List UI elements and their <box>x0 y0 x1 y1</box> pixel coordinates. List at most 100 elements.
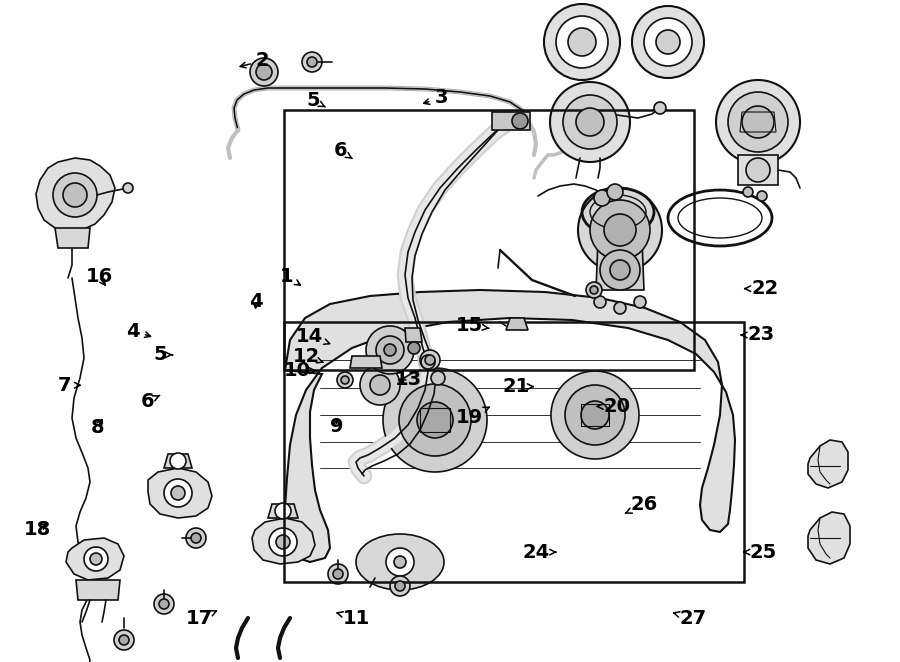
Text: 5: 5 <box>306 91 325 110</box>
Text: 10: 10 <box>284 361 316 380</box>
Circle shape <box>386 548 414 576</box>
Circle shape <box>568 28 596 56</box>
Circle shape <box>333 569 343 579</box>
Text: 4: 4 <box>126 322 150 340</box>
Polygon shape <box>66 538 124 580</box>
Ellipse shape <box>356 534 444 590</box>
Polygon shape <box>596 240 644 290</box>
Circle shape <box>431 371 445 385</box>
Text: 23: 23 <box>742 326 775 344</box>
Circle shape <box>256 64 272 80</box>
Circle shape <box>159 599 169 609</box>
Polygon shape <box>808 512 850 564</box>
Circle shape <box>275 503 291 519</box>
Circle shape <box>742 106 774 138</box>
Circle shape <box>164 479 192 507</box>
Circle shape <box>512 113 528 129</box>
Circle shape <box>610 260 630 280</box>
Polygon shape <box>252 518 315 564</box>
Text: 16: 16 <box>86 267 112 286</box>
Text: 6: 6 <box>333 142 352 160</box>
Text: 17: 17 <box>186 609 217 628</box>
Circle shape <box>757 191 767 201</box>
Circle shape <box>53 173 97 217</box>
Circle shape <box>170 453 186 469</box>
Text: 7: 7 <box>58 376 80 395</box>
Circle shape <box>590 286 598 294</box>
Circle shape <box>171 486 185 500</box>
Polygon shape <box>285 290 735 562</box>
Bar <box>284 322 744 582</box>
Circle shape <box>383 368 487 472</box>
Circle shape <box>390 576 410 596</box>
Circle shape <box>337 372 353 388</box>
Polygon shape <box>506 318 528 330</box>
Circle shape <box>63 183 87 207</box>
Text: 5: 5 <box>153 346 173 364</box>
Circle shape <box>656 30 680 54</box>
Circle shape <box>328 564 348 584</box>
Circle shape <box>123 183 133 193</box>
Text: 15: 15 <box>456 316 489 335</box>
Polygon shape <box>350 356 382 368</box>
Text: 22: 22 <box>745 279 778 298</box>
Circle shape <box>394 556 406 568</box>
Circle shape <box>399 384 471 456</box>
Text: 19: 19 <box>456 407 490 426</box>
Polygon shape <box>808 440 848 488</box>
Text: 8: 8 <box>90 418 104 437</box>
Polygon shape <box>55 228 90 248</box>
Circle shape <box>114 630 134 650</box>
Text: 24: 24 <box>523 543 556 561</box>
Polygon shape <box>36 158 115 232</box>
Text: 21: 21 <box>503 377 534 396</box>
Polygon shape <box>492 112 530 130</box>
Circle shape <box>550 82 630 162</box>
Circle shape <box>408 342 420 354</box>
Text: 3: 3 <box>424 89 448 107</box>
Polygon shape <box>268 504 298 518</box>
Circle shape <box>84 547 108 571</box>
Circle shape <box>421 355 435 369</box>
Circle shape <box>186 528 206 548</box>
Circle shape <box>578 188 662 272</box>
Circle shape <box>395 581 405 591</box>
Text: 25: 25 <box>743 543 777 561</box>
Text: 4: 4 <box>248 293 263 311</box>
Circle shape <box>743 187 753 197</box>
Circle shape <box>90 553 102 565</box>
Polygon shape <box>76 580 120 600</box>
Text: 1: 1 <box>279 267 301 286</box>
Text: 18: 18 <box>24 520 51 539</box>
Text: 13: 13 <box>395 371 422 389</box>
Circle shape <box>341 376 349 384</box>
Text: 9: 9 <box>330 417 344 436</box>
Polygon shape <box>738 155 778 185</box>
Circle shape <box>191 533 201 543</box>
Circle shape <box>576 108 604 136</box>
Circle shape <box>384 344 396 356</box>
Circle shape <box>746 158 770 182</box>
Circle shape <box>644 18 692 66</box>
Circle shape <box>376 336 404 364</box>
Circle shape <box>250 58 278 86</box>
Circle shape <box>417 402 453 438</box>
Circle shape <box>360 365 400 405</box>
Text: 12: 12 <box>292 347 323 365</box>
Circle shape <box>581 401 609 429</box>
Circle shape <box>607 184 623 200</box>
Circle shape <box>563 95 617 149</box>
Circle shape <box>604 214 636 246</box>
Circle shape <box>594 190 610 206</box>
Circle shape <box>654 102 666 114</box>
Circle shape <box>586 282 602 298</box>
Circle shape <box>420 350 440 370</box>
Circle shape <box>307 57 317 67</box>
Text: 6: 6 <box>140 392 159 410</box>
Circle shape <box>594 296 606 308</box>
Circle shape <box>544 4 620 80</box>
Circle shape <box>370 375 390 395</box>
Circle shape <box>716 80 800 164</box>
Polygon shape <box>148 468 212 518</box>
Circle shape <box>600 250 640 290</box>
